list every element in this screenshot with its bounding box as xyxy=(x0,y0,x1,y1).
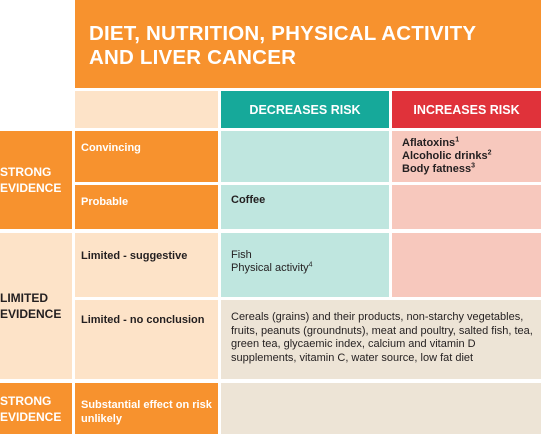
probable-decreases-cell: Coffee xyxy=(221,185,389,229)
header-corner-cell xyxy=(75,91,218,128)
title-spacer xyxy=(0,0,75,88)
substantial-cell xyxy=(221,383,541,434)
row-label-limited-suggestive: Limited - suggestive xyxy=(75,233,218,297)
limited-evidence-group: LIMITED EVIDENCE xyxy=(0,233,72,379)
limited-suggestive-decreases-cell: Fish Physical activity4 xyxy=(221,233,389,297)
limited-evidence-word-2: EVIDENCE xyxy=(0,307,62,321)
limited-evidence-word-1: LIMITED xyxy=(0,291,48,305)
row-label-probable: Probable xyxy=(75,185,218,229)
strong-evidence-word-1: STRONG xyxy=(0,165,52,179)
decreases-risk-header: DECREASES RISK xyxy=(221,91,389,128)
decreases-item: Fish xyxy=(231,249,252,261)
probable-increases-cell xyxy=(392,185,541,229)
convincing-decreases-cell xyxy=(221,131,389,182)
decreases-risk-label: DECREASES RISK xyxy=(249,102,361,117)
strong-evidence-group-top: STRONG EVIDENCE xyxy=(0,131,72,229)
strong-evidence-group-bottom: STRONG EVIDENCE xyxy=(0,383,72,434)
increases-item: Aflatoxins1 xyxy=(402,136,460,149)
strong-evidence-word-2: EVIDENCE xyxy=(0,409,62,424)
increases-risk-header: INCREASES RISK xyxy=(392,91,541,128)
title-line-1: DIET, NUTRITION, PHYSICAL ACTIVITY xyxy=(89,22,477,45)
limited-suggestive-increases-cell xyxy=(392,233,541,297)
strong-evidence-word-2: EVIDENCE xyxy=(0,181,62,195)
row-label-convincing: Convincing xyxy=(75,131,218,182)
increases-item: Body fatness3 xyxy=(402,162,475,175)
title-line-2: AND LIVER CANCER xyxy=(89,46,297,69)
increases-risk-label: INCREASES RISK xyxy=(413,102,520,117)
row-label-substantial: Substantial effect on risk unlikely xyxy=(75,383,218,434)
convincing-increases-cell: Aflatoxins1 Alcoholic drinks2 Body fatne… xyxy=(392,131,541,182)
page-title: DIET, NUTRITION, PHYSICAL ACTIVITY AND L… xyxy=(75,0,541,88)
decreases-item: Physical activity4 xyxy=(231,261,313,274)
increases-item: Alcoholic drinks2 xyxy=(402,149,492,162)
limited-no-conclusion-cell: Cereals (grains) and their products, non… xyxy=(221,300,541,379)
row-label-limited-no-conclusion: Limited - no conclusion xyxy=(75,300,218,379)
strong-evidence-word-1: STRONG xyxy=(0,393,52,408)
